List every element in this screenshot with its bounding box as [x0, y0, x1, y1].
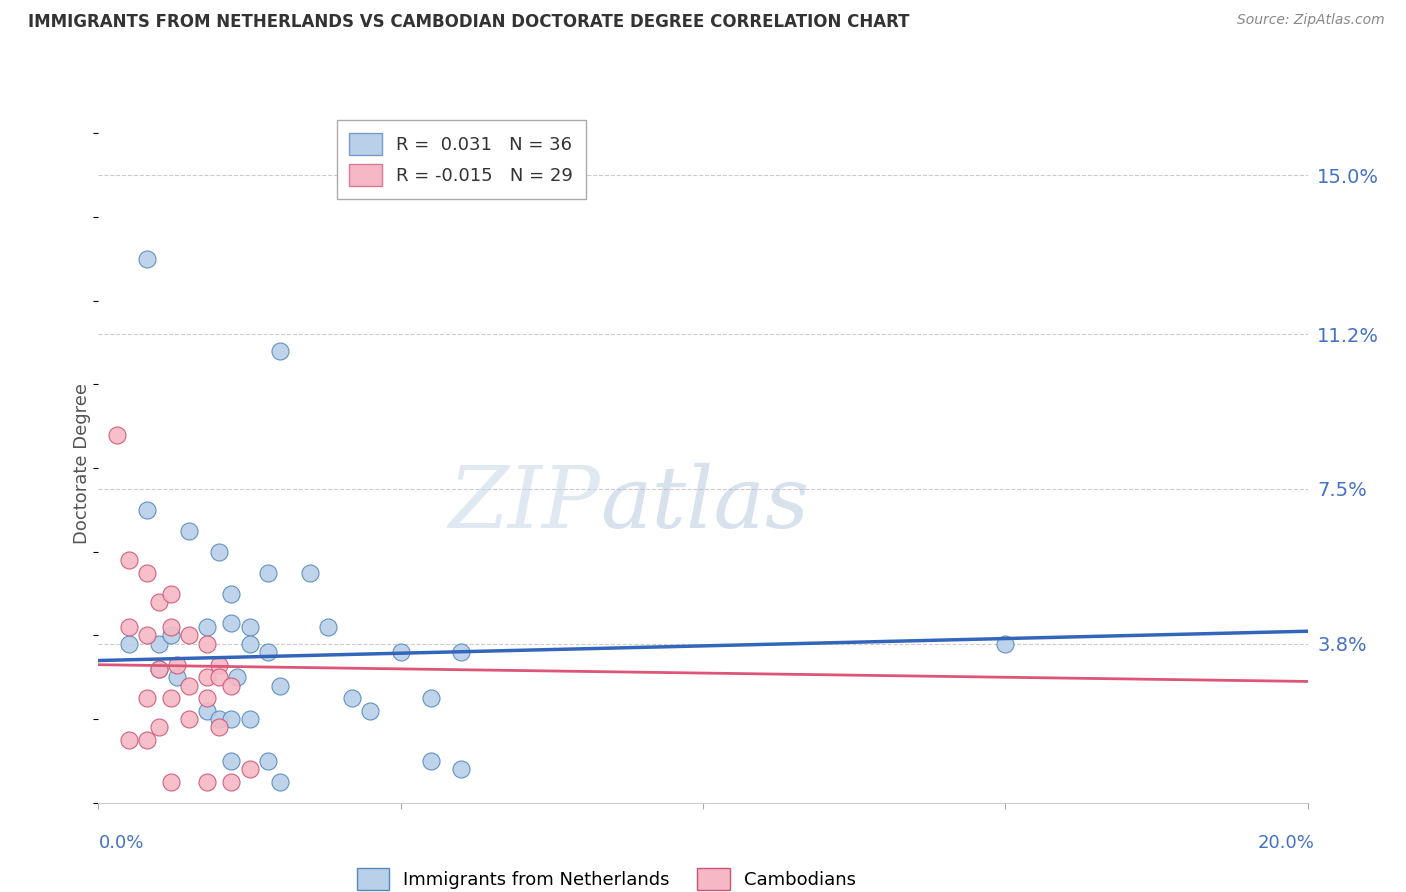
Point — [208, 712, 231, 726]
Point — [269, 343, 291, 358]
Point — [256, 645, 278, 659]
Point — [195, 637, 218, 651]
Point — [221, 586, 243, 600]
Point — [148, 662, 170, 676]
Point — [148, 721, 170, 735]
Text: ZIP: ZIP — [449, 463, 600, 546]
Point — [166, 657, 188, 672]
Point — [316, 620, 339, 634]
Point — [208, 545, 231, 559]
Point — [148, 637, 170, 651]
Point — [179, 712, 201, 726]
Y-axis label: Doctorate Degree: Doctorate Degree — [73, 384, 91, 544]
Text: 0.0%: 0.0% — [98, 834, 143, 852]
Point — [221, 712, 243, 726]
Point — [135, 503, 157, 517]
Point — [226, 670, 249, 684]
Point — [118, 733, 141, 747]
Point — [389, 645, 412, 659]
Point — [118, 620, 141, 634]
Point — [135, 691, 157, 706]
Point — [195, 704, 218, 718]
Point — [195, 691, 218, 706]
Point — [160, 620, 183, 634]
Point — [239, 712, 262, 726]
Point — [239, 620, 262, 634]
Point — [269, 775, 291, 789]
Point — [160, 775, 183, 789]
Point — [195, 775, 218, 789]
Point — [160, 586, 183, 600]
Point — [135, 566, 157, 580]
Point — [135, 252, 157, 266]
Point — [148, 662, 170, 676]
Text: atlas: atlas — [600, 463, 810, 546]
Point — [239, 637, 262, 651]
Point — [360, 704, 382, 718]
Point — [269, 679, 291, 693]
Point — [118, 637, 141, 651]
Point — [118, 553, 141, 567]
Point — [208, 721, 231, 735]
Point — [450, 762, 472, 776]
Point — [195, 670, 218, 684]
Point — [221, 679, 243, 693]
Text: 20.0%: 20.0% — [1258, 834, 1315, 852]
Point — [239, 762, 262, 776]
Point — [208, 670, 231, 684]
Text: IMMIGRANTS FROM NETHERLANDS VS CAMBODIAN DOCTORATE DEGREE CORRELATION CHART: IMMIGRANTS FROM NETHERLANDS VS CAMBODIAN… — [28, 13, 910, 31]
Point — [148, 595, 170, 609]
Point — [221, 754, 243, 768]
Point — [179, 628, 201, 642]
Point — [994, 637, 1017, 651]
Point — [342, 691, 364, 706]
Point — [299, 566, 322, 580]
Point — [160, 628, 183, 642]
Point — [105, 427, 128, 442]
Point — [208, 657, 231, 672]
Point — [160, 691, 183, 706]
Point — [195, 620, 218, 634]
Point — [221, 615, 243, 630]
Point — [135, 628, 157, 642]
Point — [450, 645, 472, 659]
Point — [166, 670, 188, 684]
Point — [420, 754, 443, 768]
Point — [179, 679, 201, 693]
Point — [135, 733, 157, 747]
Point — [256, 754, 278, 768]
Point — [256, 566, 278, 580]
Legend: Immigrants from Netherlands, Cambodians: Immigrants from Netherlands, Cambodians — [347, 859, 865, 892]
Point — [179, 524, 201, 538]
Point — [221, 775, 243, 789]
Text: Source: ZipAtlas.com: Source: ZipAtlas.com — [1237, 13, 1385, 28]
Point — [420, 691, 443, 706]
